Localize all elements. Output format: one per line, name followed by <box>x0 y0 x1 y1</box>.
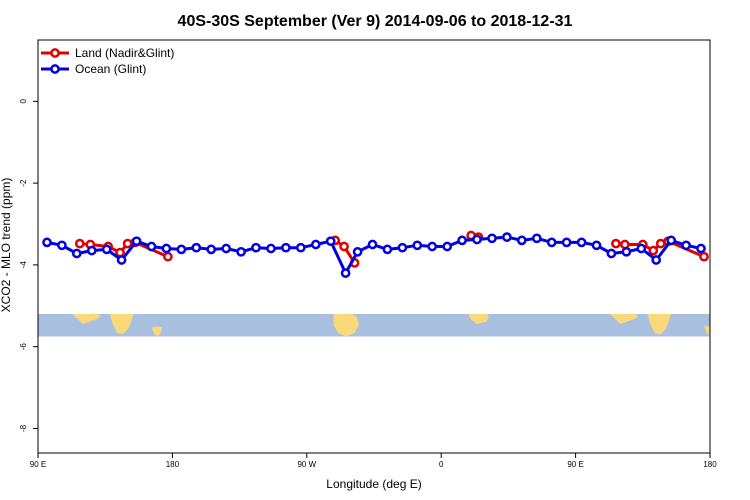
data-point-ocean <box>487 233 497 244</box>
data-point-ocean <box>606 248 617 259</box>
data-point-land <box>163 251 173 262</box>
data-point-ocean <box>146 241 157 252</box>
data-point-ocean <box>176 244 187 255</box>
data-point-ocean <box>295 242 306 253</box>
y-tick-label: -6 <box>19 343 28 351</box>
data-point-ocean <box>502 232 512 242</box>
y-tick-label: -2 <box>19 179 28 187</box>
legend: Land (Nadir&Glint) Ocean (Glint) <box>41 46 174 76</box>
x-tick-label: 180 <box>166 460 180 469</box>
data-point-ocean <box>206 244 217 255</box>
data-point-ocean <box>621 246 632 257</box>
data-point-ocean <box>71 248 82 259</box>
data-point-ocean <box>352 246 363 257</box>
data-point-land <box>74 238 85 249</box>
data-point-land <box>339 241 349 252</box>
x-tick-label: 180 <box>703 460 717 469</box>
land-south-america <box>333 314 360 337</box>
land-new-zealand <box>151 326 162 337</box>
plot-frame <box>37 39 711 454</box>
y-tick-label: -8 <box>19 424 28 432</box>
land-south-africa <box>468 314 489 325</box>
x-axis: 90 E 180 90 W 0 90 E 180 <box>30 453 717 469</box>
data-point-ocean <box>397 242 408 253</box>
land-australia-east <box>109 314 134 335</box>
y-axis: 0 -2 -4 -6 -8 <box>19 99 38 432</box>
data-point-land <box>115 247 125 258</box>
map-strip <box>38 313 710 337</box>
data-point-ocean <box>666 235 677 246</box>
land-australia-west <box>72 314 101 325</box>
legend-label-land: Land (Nadir&Glint) <box>75 46 174 60</box>
data-point-ocean <box>131 236 142 247</box>
data-point-ocean <box>340 268 351 278</box>
legend-marker-land <box>50 48 60 58</box>
y-tick-label: -4 <box>19 261 28 269</box>
data-point-ocean <box>412 240 423 251</box>
data-point-ocean <box>576 237 587 248</box>
x-tick-label: 90 E <box>567 460 583 469</box>
data-point-ocean <box>86 245 97 256</box>
data-point-land <box>699 251 709 262</box>
data-point-land <box>655 238 666 249</box>
data-point-ocean <box>591 240 602 251</box>
data-point-ocean <box>191 242 202 253</box>
ocean-band <box>38 313 710 337</box>
data-point-ocean <box>651 255 662 265</box>
x-tick-label: 0 <box>439 460 444 469</box>
land-new-zealand-2 <box>704 326 710 337</box>
legend-label-ocean: Ocean (Glint) <box>75 62 146 76</box>
data-point-ocean <box>221 243 232 254</box>
series-layer <box>42 230 709 278</box>
x-tick-label: 90 W <box>297 460 316 469</box>
data-point-ocean <box>116 255 127 265</box>
data-point-land <box>122 238 133 249</box>
data-point-land <box>648 245 659 256</box>
data-point-ocean <box>251 242 261 253</box>
data-point-ocean <box>696 243 706 254</box>
data-point-ocean <box>382 244 393 255</box>
data-point-land <box>611 238 621 249</box>
data-point-ocean <box>42 237 52 248</box>
data-point-ocean <box>546 237 557 248</box>
data-point-ocean <box>325 236 336 247</box>
data-point-ocean <box>281 242 291 253</box>
y-axis-label: XCO2 - MLO trend (ppm) <box>0 178 13 313</box>
data-point-ocean <box>561 237 572 248</box>
data-point-ocean <box>457 235 467 246</box>
x-axis-label: Longitude (deg E) <box>326 477 421 491</box>
data-point-ocean <box>57 240 67 251</box>
data-point-ocean <box>427 241 438 252</box>
y-tick-label: 0 <box>19 99 28 104</box>
land-australia-west-2 <box>609 314 639 325</box>
data-point-ocean <box>472 234 482 245</box>
land-australia-east-2 <box>647 314 672 335</box>
data-point-land <box>620 239 630 250</box>
data-point-ocean <box>531 233 542 244</box>
data-point-ocean <box>236 246 246 257</box>
chart-title: 40S-30S September (Ver 9) 2014-09-06 to … <box>178 13 573 30</box>
series-ocean <box>42 232 706 278</box>
data-point-ocean <box>161 243 172 254</box>
data-point-ocean <box>681 240 691 251</box>
data-point-ocean <box>310 239 321 250</box>
x-tick-label: 90 E <box>30 460 46 469</box>
data-point-ocean <box>636 243 647 254</box>
data-point-ocean <box>266 243 276 254</box>
data-point-ocean <box>516 235 527 246</box>
legend-marker-ocean <box>50 64 60 74</box>
data-point-ocean <box>442 241 453 252</box>
data-point-ocean <box>367 239 378 250</box>
data-point-ocean <box>101 244 112 255</box>
